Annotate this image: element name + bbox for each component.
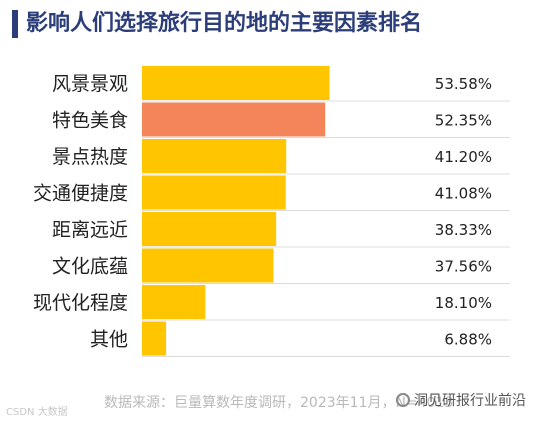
category-label-3: 交通便捷度: [33, 183, 128, 205]
chart-title: 影响人们选择旅行目的地的主要因素排名: [26, 11, 423, 36]
bar-7: [142, 321, 167, 356]
value-label-5: 37.56%: [435, 258, 492, 276]
value-label-3: 41.08%: [435, 185, 492, 203]
category-label-4: 距离远近: [52, 219, 128, 241]
watermark-right: 洞见研报行业前沿: [396, 390, 526, 410]
value-label-2: 41.20%: [435, 148, 492, 166]
value-label-6: 18.10%: [435, 294, 492, 312]
category-label-1: 特色美食: [52, 110, 128, 132]
bar-5: [142, 248, 274, 283]
value-label-4: 38.33%: [435, 221, 492, 239]
data-source-note: 数据来源：巨量算数年度调研，2023年11月，N=4013: [104, 395, 454, 411]
watermark-right-text: 洞见研报行业前沿: [414, 393, 526, 409]
category-label-0: 风景景观: [52, 73, 128, 95]
category-label-5: 文化底蕴: [52, 256, 128, 278]
category-label-2: 景点热度: [52, 146, 128, 168]
category-label-6: 现代化程度: [33, 292, 128, 314]
bar-1: [142, 102, 326, 137]
bar-6: [142, 285, 206, 319]
wechat-icon: [396, 393, 410, 407]
value-label-7: 6.88%: [444, 331, 492, 349]
title-accent-bar: [12, 10, 18, 38]
watermark-left: CSDN 大数据: [6, 407, 68, 418]
value-label-0: 53.58%: [435, 75, 492, 93]
value-label-1: 52.35%: [435, 112, 492, 130]
bar-3: [142, 175, 286, 210]
bar-0: [142, 66, 330, 100]
category-label-7: 其他: [90, 329, 128, 351]
bar-4: [142, 212, 277, 246]
bar-2: [142, 139, 287, 173]
